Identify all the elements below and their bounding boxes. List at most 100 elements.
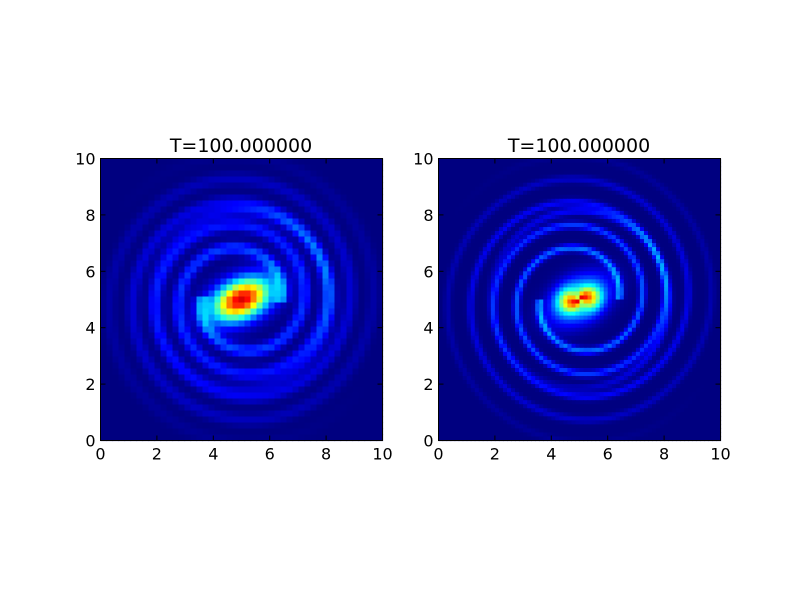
heatmap-cell [591, 226, 597, 232]
heatmap-cell [220, 218, 228, 226]
heatmap-cell [346, 176, 354, 184]
heatmap-cell [652, 166, 657, 172]
heatmap-cell [106, 398, 114, 406]
heatmap-cell [704, 295, 710, 301]
heatmap-cell [506, 267, 512, 272]
heatmap-cell [664, 206, 669, 212]
heatmap-cell [523, 190, 528, 196]
heatmap-cell [118, 368, 126, 376]
heatmap-cell [292, 308, 300, 316]
heatmap-cell [286, 344, 294, 352]
heatmap-cell [178, 266, 186, 274]
heatmap-cell [208, 350, 216, 358]
heatmap-cell [498, 303, 504, 309]
heatmap-cell [668, 202, 673, 208]
heatmap-cell [712, 283, 718, 289]
heatmap-cell [486, 170, 492, 176]
heatmap-cell [154, 242, 162, 250]
heatmap-cell [112, 428, 120, 436]
heatmap-cell [656, 178, 661, 184]
heatmap-cell [539, 247, 544, 252]
heatmap-cell [547, 206, 552, 212]
heatmap-cell [244, 158, 252, 166]
heatmap-cell [310, 338, 318, 346]
heatmap-cell [238, 332, 246, 340]
heatmap-cell [274, 302, 282, 310]
heatmap-cell [148, 344, 156, 352]
heatmap-cell [575, 166, 581, 172]
heatmap-cell [660, 194, 665, 200]
heatmap-cell [515, 259, 520, 264]
heatmap-cell [178, 332, 186, 340]
heatmap-cell [656, 202, 661, 208]
heatmap-cell [708, 178, 714, 184]
heatmap-cell [136, 356, 144, 364]
heatmap-cell [166, 350, 174, 358]
heatmap-cell [672, 202, 677, 208]
heatmap-cell [142, 308, 150, 316]
heatmap-cell [571, 299, 577, 305]
heatmap-cell [316, 326, 324, 334]
heatmap-cell [511, 303, 516, 309]
heatmap-cell [346, 290, 354, 298]
heatmap-cell [563, 275, 569, 280]
heatmap-cell [262, 194, 270, 202]
heatmap-cell [627, 295, 633, 301]
heatmap-cell [563, 231, 569, 236]
heatmap-cell [660, 307, 665, 313]
heatmap-cell [631, 275, 637, 280]
heatmap-cell [450, 210, 456, 216]
heatmap-cell [704, 267, 710, 272]
heatmap-cell [551, 218, 556, 224]
heatmap-cell [692, 251, 697, 256]
heatmap-cell [454, 210, 460, 216]
heatmap-cell [603, 202, 609, 208]
heatmap-cell [498, 194, 504, 200]
heatmap-cell [178, 362, 186, 370]
heatmap-cell [631, 226, 637, 232]
heatmap-cell [708, 170, 714, 176]
heatmap-cell [364, 392, 372, 400]
heatmap-cell [531, 283, 536, 289]
heatmap-cell [256, 176, 264, 184]
heatmap-cell [166, 260, 174, 268]
heatmap-cell [160, 230, 168, 238]
heatmap-cell [676, 182, 681, 188]
heatmap-cell [442, 202, 448, 208]
heatmap-cell [160, 374, 168, 382]
heatmap-cell [623, 259, 629, 264]
heatmap-cell [124, 236, 132, 244]
heatmap-cell [446, 210, 452, 216]
heatmap-cell [486, 295, 492, 301]
heatmap-cell [515, 251, 520, 256]
heatmap-cell [184, 398, 192, 406]
heatmap-cell [647, 255, 653, 260]
heatmap-cell [543, 166, 548, 172]
heatmap-cell [130, 362, 138, 370]
heatmap-cell [635, 267, 641, 272]
heatmap-cell [684, 259, 689, 264]
heatmap-cell [623, 158, 629, 164]
heatmap-cell [551, 255, 556, 260]
heatmap-cell [502, 251, 508, 256]
heatmap-cell [611, 174, 617, 180]
heatmap-cell [668, 158, 673, 164]
heatmap-cell [664, 299, 669, 305]
heatmap-cell [274, 230, 282, 238]
heatmap-cell [364, 176, 372, 184]
heatmap-cell [370, 224, 378, 232]
heatmap-cell [208, 272, 216, 280]
heatmap-cell [136, 344, 144, 352]
heatmap-cell [148, 170, 156, 178]
heatmap-cell [680, 186, 685, 192]
heatmap-cell [676, 166, 681, 172]
heatmap-cell [607, 271, 613, 276]
heatmap-cell [238, 290, 246, 298]
heatmap-cell [100, 200, 108, 208]
heatmap-cell [304, 362, 312, 370]
heatmap-cell [304, 182, 312, 190]
heatmap-cell [563, 190, 569, 196]
heatmap-cell [506, 243, 512, 248]
heatmap-cell [502, 239, 508, 244]
heatmap-cell [591, 263, 597, 268]
